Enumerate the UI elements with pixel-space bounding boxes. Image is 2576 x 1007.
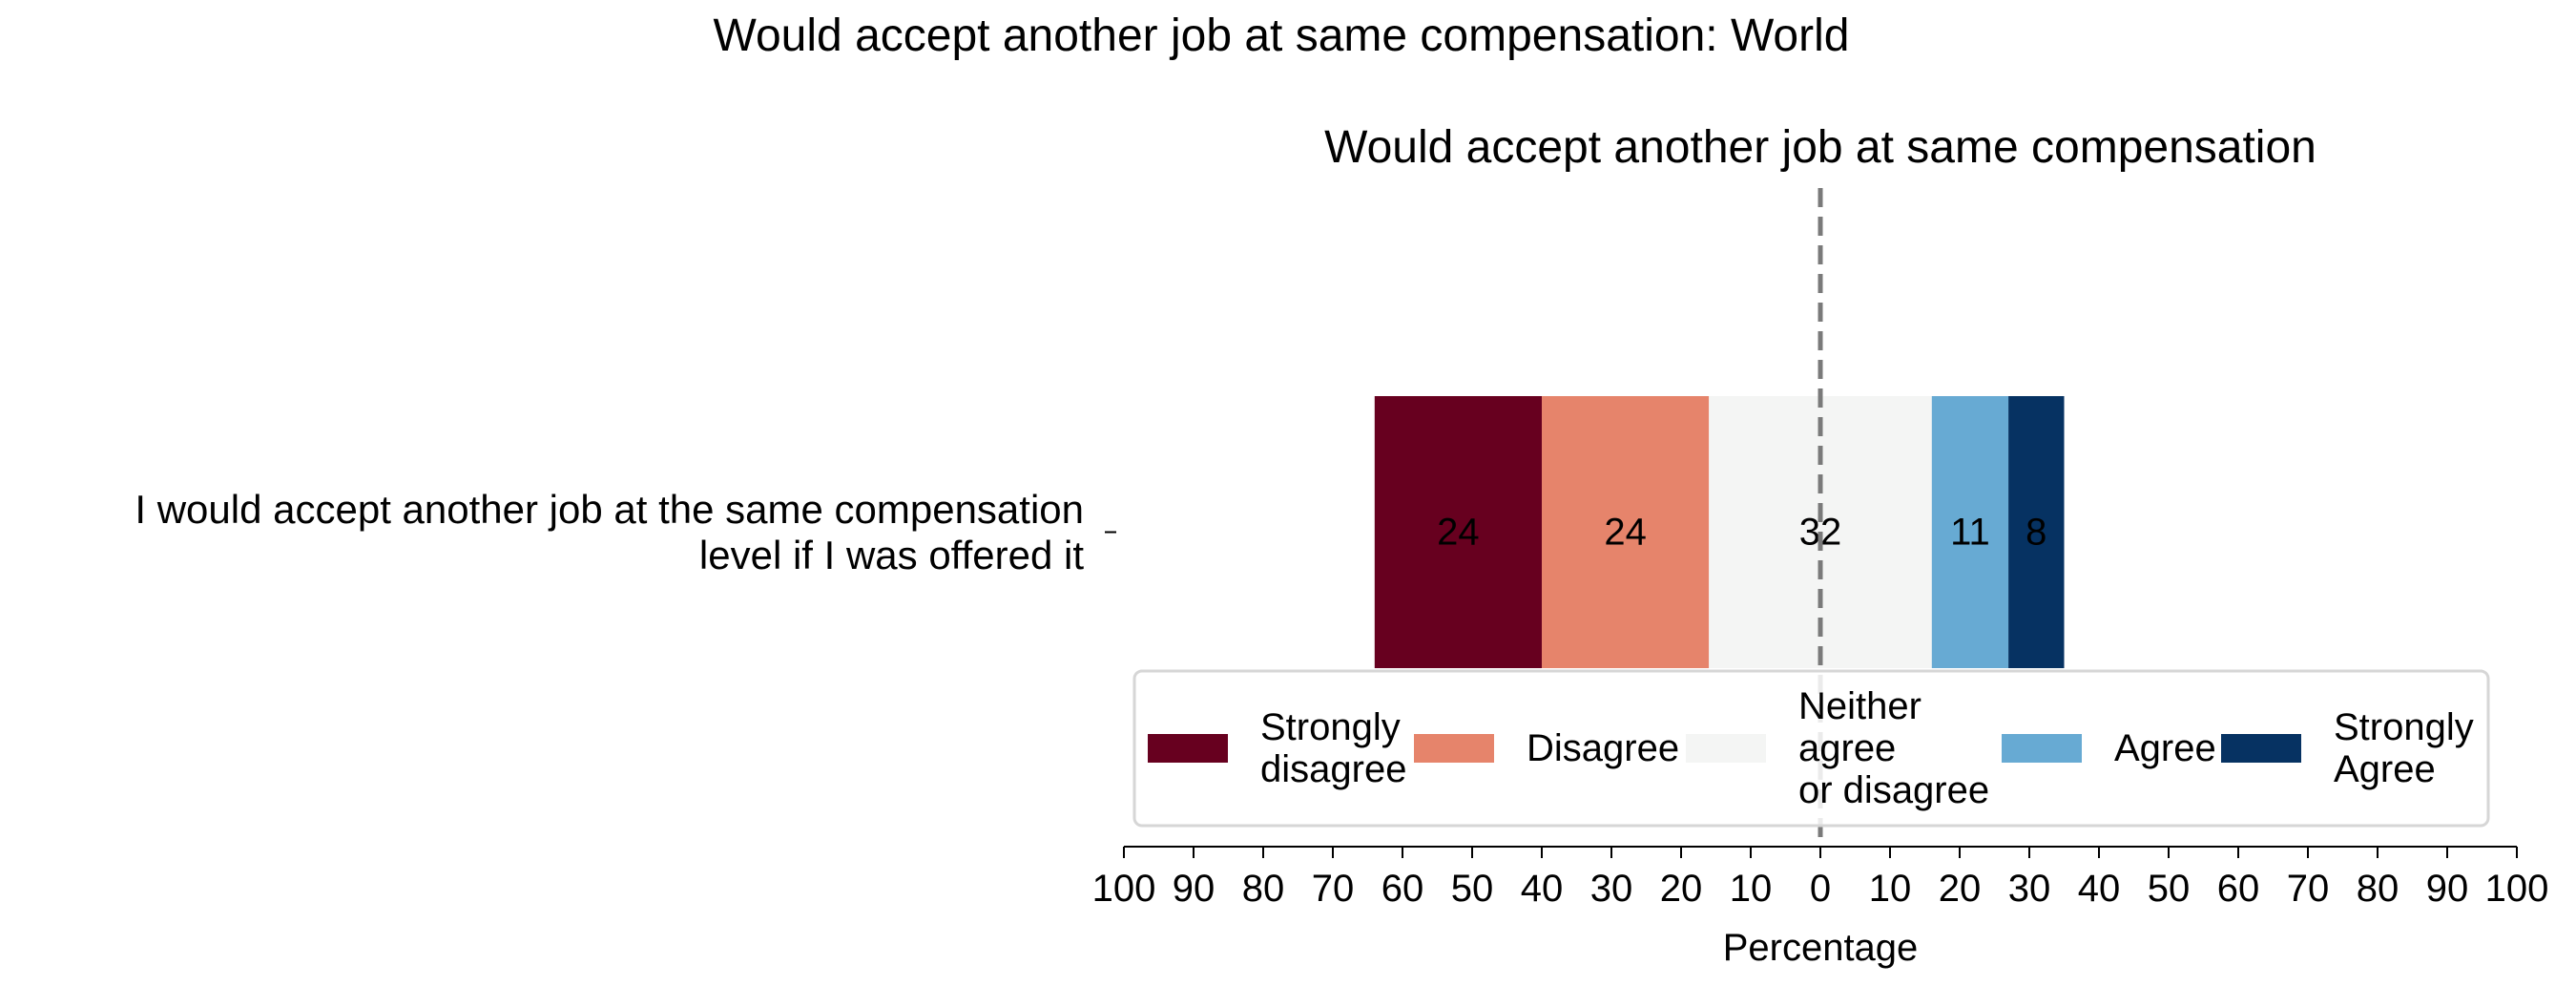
x-tick-label: 10 [1730, 868, 1773, 910]
x-tick-label: 90 [1173, 868, 1215, 910]
bars-layer: 24 24 32 11 8 [1374, 396, 2065, 668]
legend-label: Strongly [2334, 706, 2474, 748]
x-tick-label: 40 [1521, 868, 1564, 910]
bar-segment-strongly-disagree [1374, 396, 1542, 668]
category-label: I would accept another job at the same c… [135, 487, 1084, 532]
legend-swatch [1414, 734, 1494, 763]
x-tick-label: 60 [2217, 868, 2260, 910]
legend-label: Agree [2334, 748, 2436, 790]
x-axis: 100 90 80 70 60 50 40 30 20 10 0 10 20 30 40 50 60 70 80 90… [1092, 846, 2549, 910]
bar-segment-strongly-agree [2008, 396, 2065, 668]
x-tick-label: 50 [1451, 868, 1494, 910]
x-tick-label: 60 [1381, 868, 1424, 910]
bar-segment-disagree [1542, 396, 1710, 668]
x-tick-label: 20 [1660, 868, 1703, 910]
legend-label: Neither [1798, 685, 1922, 727]
legend-swatch [1148, 734, 1228, 763]
x-tick-label: 30 [1590, 868, 1633, 910]
legend-label: disagree [1260, 748, 1406, 790]
legend-swatch [2221, 734, 2301, 763]
x-tick-label: 90 [2426, 868, 2469, 910]
x-tick-label: 70 [2287, 868, 2330, 910]
legend-label: agree [1798, 727, 1896, 769]
legend-label: Disagree [1527, 727, 1679, 769]
x-axis-label: Percentage [1723, 927, 1919, 969]
x-tick-label: 50 [2148, 868, 2191, 910]
legend-swatch [2002, 734, 2082, 763]
x-tick-label: 20 [1939, 868, 1982, 910]
x-tick-label: 10 [1869, 868, 1912, 910]
x-tick-label: 100 [1092, 868, 1156, 910]
legend-swatch [1686, 734, 1766, 763]
legend-label: or disagree [1798, 769, 1989, 811]
x-tick-label: 40 [2078, 868, 2121, 910]
x-tick-label: 80 [1242, 868, 1285, 910]
legend-label: Agree [2114, 727, 2216, 769]
bar-value-label: 8 [2025, 512, 2046, 554]
x-tick-label: 30 [2008, 868, 2051, 910]
x-tick-label: 70 [1312, 868, 1355, 910]
legend-label: Strongly [1260, 706, 1401, 748]
bar-value-label: 24 [1437, 512, 1480, 554]
bar-value-label: 11 [1950, 512, 1990, 554]
y-axis-labels: I would accept another job at the same c… [135, 487, 1116, 577]
bar-segment-agree [1931, 396, 2009, 668]
chart-title: Would accept another job at same compens… [1324, 122, 2316, 173]
x-tick-label: 80 [2357, 868, 2399, 910]
x-tick-label: 100 [2485, 868, 2549, 910]
figure-title: Would accept another job at same compens… [714, 10, 1850, 61]
category-label: level if I was offered it [699, 533, 1084, 577]
bar-value-label: 24 [1604, 512, 1647, 554]
x-tick-label: 0 [1810, 868, 1831, 910]
legend-frame [1132, 669, 2490, 828]
